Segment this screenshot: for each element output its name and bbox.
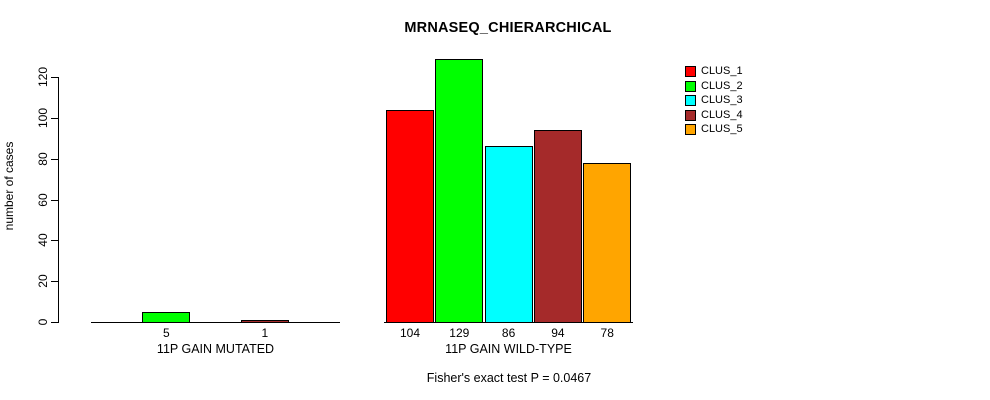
bar-clus_5-group2: [583, 162, 632, 322]
legend-label: CLUS_5: [701, 123, 743, 136]
chart-title: MRNASEQ_CHIERARCHICAL: [404, 20, 612, 36]
legend-swatch-clus_4: [685, 109, 696, 121]
legend-swatch-clus_3: [685, 95, 696, 107]
bar-clus_2-group2: [435, 58, 484, 322]
bar-value-label: 129: [449, 326, 470, 340]
y-tick-label: 0: [36, 318, 50, 326]
legend-item-clus_4: CLUS_4: [685, 108, 743, 121]
legend-label: CLUS_1: [701, 65, 743, 77]
legend-item-clus_2: CLUS_2: [685, 79, 743, 92]
y-tick: [51, 240, 58, 242]
bar-value-label: 78: [600, 326, 614, 340]
y-tick: [51, 158, 58, 160]
pvalue-annotation: Fisher's exact test P = 0.0467: [426, 371, 592, 385]
x-axis-line: [91, 322, 341, 323]
legend-swatch-clus_1: [685, 66, 696, 77]
bar-value-label: 104: [399, 326, 420, 340]
bar-clus_2-group1: [142, 311, 191, 322]
legend-item-clus_1: CLUS_1: [685, 66, 743, 77]
legend-label: CLUS_3: [701, 94, 743, 107]
y-tick: [51, 117, 58, 119]
y-tick-label: 20: [36, 274, 50, 288]
bar-value-label: 86: [501, 326, 516, 340]
y-tick-label: 60: [36, 192, 50, 207]
bar-value-label: 94: [551, 326, 565, 340]
y-tick: [51, 77, 58, 78]
x-group-label-wildtype: 11P GAIN WILD-TYPE: [445, 342, 572, 356]
legend: CLUS_1 CLUS_2 CLUS_3 CLUS_4 CLUS_5: [685, 66, 743, 139]
y-tick-label: 80: [36, 151, 50, 166]
x-group-label-mutated: 11P GAIN MUTATED: [156, 342, 275, 356]
x-axis-line: [384, 322, 634, 323]
legend-swatch-clus_5: [685, 124, 696, 136]
y-tick-label: 40: [36, 233, 50, 248]
legend-label: CLUS_2: [701, 79, 743, 92]
legend-item-clus_5: CLUS_5: [685, 123, 743, 136]
bar-clus_3-group2: [484, 146, 533, 322]
bar-value-label: 5: [162, 326, 170, 340]
legend-label: CLUS_4: [701, 108, 743, 121]
legend-item-clus_3: CLUS_3: [685, 94, 743, 107]
y-tick: [51, 281, 58, 283]
y-tick-label: 100: [36, 107, 50, 128]
bar-clus_4-group2: [533, 130, 582, 322]
bar-clus_4-group1: [240, 319, 289, 322]
y-tick: [51, 322, 58, 323]
y-axis-line: [58, 77, 59, 323]
y-tick-label: 120: [36, 66, 50, 88]
y-tick: [51, 199, 58, 201]
bar-clus_1-group2: [386, 109, 434, 322]
bar-value-label: 1: [261, 326, 269, 340]
legend-swatch-clus_2: [685, 80, 696, 92]
